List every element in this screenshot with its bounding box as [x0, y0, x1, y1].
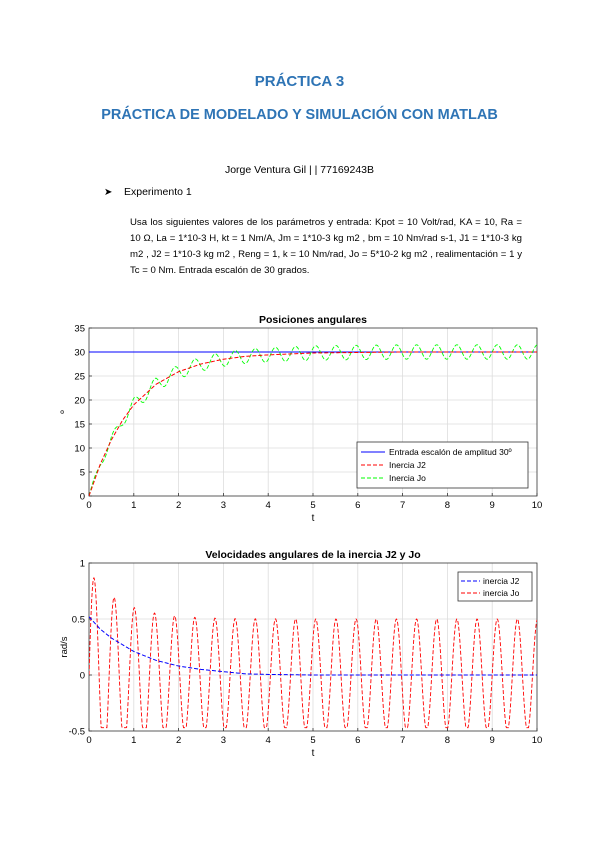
y-tick-label: 10 [74, 444, 85, 455]
legend-box [457, 571, 533, 602]
experiment-bullet: ➤ Experimento 1 [104, 186, 192, 198]
x-tick-label: 10 [532, 735, 543, 746]
y-tick-label: 25 [74, 372, 85, 383]
x-tick-label: 0 [86, 735, 91, 746]
y-tick-label: 0 [80, 492, 85, 503]
y-axis-label: rad/s [59, 636, 70, 657]
x-tick-label: 8 [445, 735, 450, 746]
chart-angular-positions: Posiciones angulares 0 1 2 3 4 5 6 7 8 9 10 0 5 10 15 20… [59, 314, 543, 524]
legend-entry: inercia Jo [483, 588, 520, 598]
y-tick-label: 1 [80, 559, 85, 570]
y-tick-label: 0.5 [72, 615, 85, 626]
y-tick-label: 0 [80, 671, 85, 682]
y-tick-label: 15 [74, 420, 85, 431]
parameters-paragraph: Usa los siguientes valores de los paráme… [130, 217, 522, 276]
y-tick-label: 35 [74, 324, 85, 335]
series-inercia-jo [89, 576, 537, 729]
x-tick-label: 2 [176, 500, 181, 511]
legend-entry: Inercia Jo [389, 473, 426, 483]
plot-area [89, 344, 537, 496]
author-line: Jorge Ventura Gil | | 77169243B [224, 164, 375, 176]
x-tick-label: 6 [355, 735, 360, 746]
x-tick-label: 4 [266, 500, 271, 511]
chart-legend: inercia J2 inercia Jo [457, 571, 533, 602]
x-tick-label: 9 [490, 735, 495, 746]
x-tick-label: 2 [176, 735, 181, 746]
x-tick-label: 4 [266, 735, 271, 746]
x-axis-label: t [312, 513, 315, 524]
y-tick-label: 30 [74, 348, 85, 359]
x-tick-label: 3 [221, 735, 226, 746]
x-tick-label: 7 [400, 735, 405, 746]
x-tick-label: 6 [355, 500, 360, 511]
practice-title: PRÁCTICA DE MODELADO Y SIMULACIÓN CON MA… [101, 107, 498, 123]
x-axis-label: t [312, 748, 315, 759]
x-tick-label: 3 [221, 500, 226, 511]
y-tick-label: 20 [74, 396, 85, 407]
x-tick-label: 5 [310, 500, 315, 511]
x-tick-label: 1 [131, 500, 136, 511]
x-tick-label: 0 [86, 500, 91, 511]
chart-title: Velocidades angulares de la inercia J2 y… [205, 549, 420, 561]
practice-number-title: PRÁCTICA 3 [254, 73, 345, 90]
x-tick-label: 9 [490, 500, 495, 511]
x-tick-label: 7 [400, 500, 405, 511]
x-tick-label: 8 [445, 500, 450, 511]
legend-box [356, 441, 529, 489]
legend-entry: inercia J2 [483, 576, 520, 586]
arrow-bullet-icon: ➤ [104, 187, 113, 198]
chart-legend: Entrada escalón de amplitud 30º Inercia J… [356, 441, 529, 489]
x-tick-label: 10 [532, 500, 543, 511]
y-axis-label: º [59, 410, 70, 414]
series-inercia-j2 [89, 351, 537, 496]
plot-area [89, 576, 537, 729]
chart-title: Posiciones angulares [259, 314, 367, 326]
chart-angular-velocities: Velocidades angulares de la inercia J2 y… [59, 549, 543, 759]
x-tick-label: 5 [310, 735, 315, 746]
y-tick-label: 5 [80, 468, 85, 479]
legend-entry: Inercia J2 [389, 460, 426, 470]
y-tick-label: -0.5 [69, 727, 85, 738]
series-inercia-jo [89, 344, 537, 496]
x-tick-label: 1 [131, 735, 136, 746]
experiment-label: Experimento 1 [124, 186, 192, 198]
legend-entry: Entrada escalón de amplitud 30º [389, 447, 512, 457]
